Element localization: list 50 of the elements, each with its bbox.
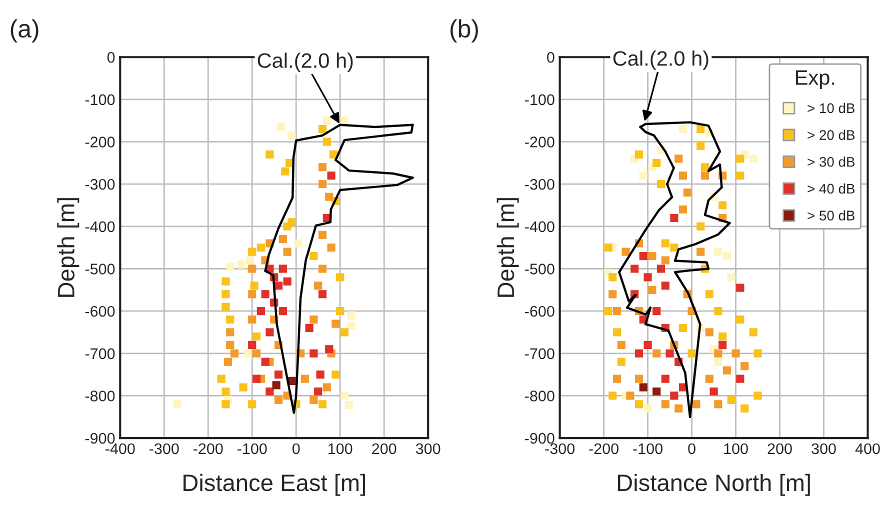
y-tick-label: -500 — [85, 264, 115, 274]
x-tick-label: -200 — [589, 443, 618, 454]
x-tick-label: 400 — [855, 443, 880, 454]
x-tick-label: 100 — [724, 443, 748, 454]
y-tick-label: -700 — [525, 348, 554, 360]
y-tick-label: -700 — [85, 348, 115, 360]
y-tick-label: -200 — [525, 136, 554, 148]
legend-title: Exp. — [796, 70, 834, 90]
chart-title: (a) — [10, 19, 38, 43]
y-tick-label: -300 — [85, 178, 115, 190]
y-tick-label: -400 — [525, 221, 554, 232]
y-tick-label: -300 — [525, 178, 554, 190]
y-axis-title: Depth [m] — [57, 198, 80, 297]
y-tick-label: 0 — [547, 52, 554, 63]
y-tick-label: -100 — [85, 94, 115, 106]
y-axis-title: Depth [m] — [496, 198, 519, 297]
x-tick-label: -300 — [150, 443, 179, 454]
x-tick-label: -200 — [194, 443, 223, 454]
legend-label: > 20 dB — [808, 130, 855, 140]
x-axis-title: Distance North [m] — [618, 474, 810, 496]
x-tick-label: 100 — [328, 443, 352, 454]
y-tick-label: -900 — [85, 432, 115, 444]
y-tick-label: 0 — [107, 52, 115, 63]
legend-label: > 40 dB — [808, 183, 855, 194]
y-tick-label: -200 — [85, 136, 115, 148]
x-tick-label: -300 — [545, 443, 575, 454]
x-tick-label: 300 — [812, 443, 836, 454]
legend-label: > 30 dB — [808, 156, 855, 167]
x-tick-label: 0 — [688, 443, 696, 454]
y-tick-label: -400 — [85, 221, 115, 232]
x-tick-label: -100 — [633, 443, 662, 454]
x-tick-label: -100 — [238, 443, 267, 454]
x-tick-label: 200 — [768, 443, 792, 454]
annotation: Cal.(2.0 h) — [613, 50, 708, 70]
y-tick-label: -800 — [85, 390, 115, 402]
y-tick-label: -600 — [85, 306, 115, 317]
y-tick-label: -800 — [525, 390, 554, 402]
legend-label: > 50 dB — [808, 210, 855, 220]
y-tick-label: -600 — [525, 306, 554, 317]
y-tick-label: -500 — [525, 264, 554, 274]
y-tick-label: -900 — [525, 432, 554, 444]
x-tick-label: 0 — [292, 443, 300, 454]
x-tick-label: 200 — [372, 443, 396, 454]
annotation: Cal.(2.0 h) — [258, 52, 353, 72]
x-tick-label: -400 — [106, 443, 135, 454]
x-tick-label: 300 — [416, 443, 440, 454]
chart-title: (b) — [450, 19, 478, 43]
legend-label: > 10 dB — [808, 102, 855, 114]
x-axis-title: Distance East [m] — [184, 474, 365, 496]
y-tick-label: -100 — [525, 94, 554, 106]
